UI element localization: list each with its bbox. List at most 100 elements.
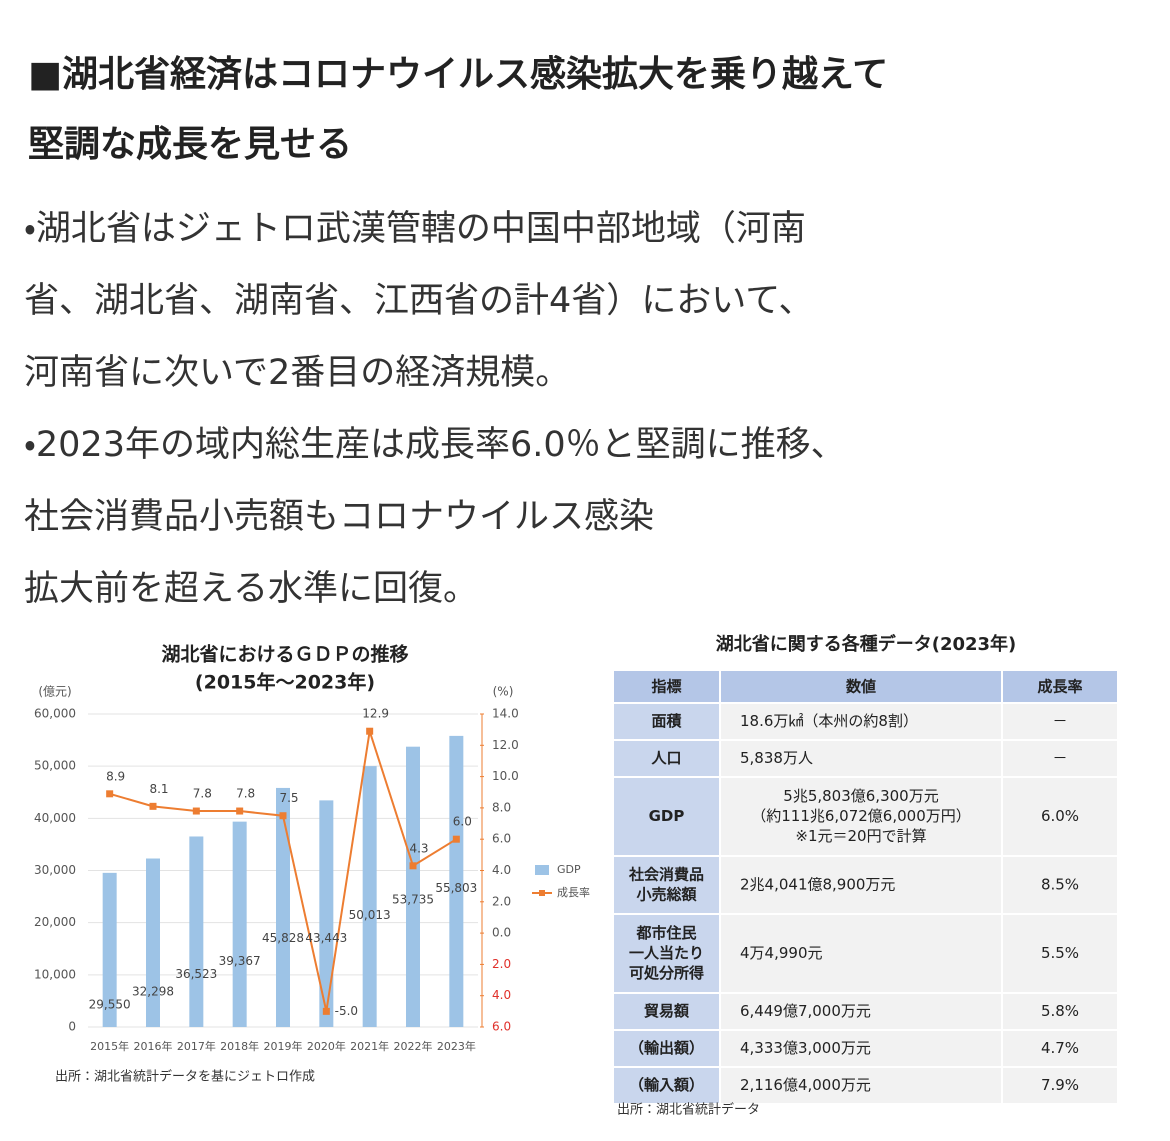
chart-title: 湖北省におけるＧＤＰの推移 [161,643,408,666]
bar-value-label: 39,367 [219,954,261,968]
table-text: 2兆4,041億8,900万元 [740,876,895,894]
y2-tick-label: 2.0 [492,957,511,971]
table-text: 7.9% [1041,1076,1079,1094]
table-text: 6,449億7,000万元 [740,1002,871,1020]
body-line: ・湖北省はジェトロ武漢管轄の中国中部地域（河南 [24,209,806,249]
body-line: 河南省に次いで2番目の経済規模。 [24,353,571,393]
bar [102,872,117,1027]
bar [406,746,420,1027]
bar [146,858,160,1027]
y2-tick-label: 10.0 [492,769,519,783]
x-tick-label: 2017年 [177,1039,216,1053]
line-point [452,835,460,843]
table-cell [719,669,1003,704]
table-header: 数値 [845,678,876,696]
table-cell [719,776,1003,857]
y-tick-label: 50,000 [34,759,76,773]
y2-tick-label: 14.0 [492,707,519,721]
y2-axis-label: (%) [493,685,514,699]
body-line: ・2023年の域内総生産は成長率6.0％と堅調に推移、 [24,425,846,465]
table-text: － [1052,712,1067,730]
chart-source: 出所：湖北省統計データを基にジェトロ作成 [55,1069,315,1085]
table-text: 5.5% [1041,944,1079,962]
table-cell [719,1066,1003,1105]
table-text: － [1052,749,1067,767]
bar-value-label: 55,803 [435,881,477,895]
y-tick-label: 20,000 [34,915,76,929]
table-cell [612,855,721,915]
table-cell [719,739,1003,778]
y-tick-label: 0 [68,1020,76,1034]
table-text: 8.5% [1041,876,1079,894]
bar-value-label: 29,550 [89,997,131,1011]
table-text: 社会消費品 [628,866,704,884]
table-text: GDP [649,807,685,825]
table-text: 18.6万㎢（本州の約8割） [740,712,918,730]
line-value-label: 12.9 [362,707,389,721]
line-value-label: 7.8 [193,787,212,801]
y2-tick-label: 0.0 [492,926,511,940]
table-text: 5.8% [1041,1002,1079,1020]
table-title: 湖北省に関する各種データ(2023年) [716,633,1017,655]
line-value-label: 4.3 [409,841,428,855]
y-tick-label: 60,000 [34,707,76,721]
legend-swatch [535,865,549,875]
x-tick-label: 2020年 [307,1039,346,1053]
line-point [409,862,417,870]
bar-value-label: 45,828 [262,931,304,945]
table-cell [719,992,1003,1031]
table-text: 4万4,990元 [740,944,823,962]
line-point [322,1007,330,1015]
bar-value-label: 32,298 [132,984,174,998]
bar [319,800,334,1027]
x-tick-label: 2023年 [437,1039,476,1053]
legend-label: GDP [557,863,581,876]
table-text: 人口 [650,749,681,767]
x-tick-label: 2015年 [90,1039,129,1053]
table-header: 成長率 [1037,678,1082,696]
table-text: 小売総額 [636,886,697,904]
table-cell [612,702,721,741]
table-cell [1001,855,1119,915]
x-tick-label: 2019年 [264,1039,303,1053]
y2-tick-label: 12.0 [492,738,519,752]
body-line: 省、湖北省、湖南省、江西省の計4省）において、 [24,281,814,321]
line-point [279,812,287,820]
line-value-label: 6.0 [453,815,472,829]
table-cell [1001,702,1119,741]
body-line: 拡大前を超える水準に回復。 [24,569,478,609]
body-line: 社会消費品小売額もコロナウイルス感染 [24,497,655,537]
table-text: 可処分所得 [629,964,704,982]
y2-tick-label: 6.0 [492,1020,511,1034]
y-axis-label: (億元) [38,685,71,699]
legend-swatch [539,890,545,896]
bar-value-label: 43,443 [305,931,347,945]
line-value-label: 8.1 [149,782,168,796]
y2-tick-label: 4.0 [492,988,511,1002]
line-point [106,790,114,798]
chart-title: (2015年～2023年) [195,671,375,694]
bar [189,836,204,1027]
table-text: 貿易額 [644,1002,690,1020]
line-value-label: 7.8 [236,787,255,801]
table-cell [1001,913,1119,994]
heading-line: ■湖北省経済はコロナウイルス感染拡大を乗り越えて [28,54,889,95]
table-cell [612,739,721,778]
line-point [366,727,374,735]
bar-value-label: 36,523 [175,967,217,981]
table-cell [1001,669,1119,704]
table-text: 5兆5,803億6,300万元 [783,787,938,805]
table-text: ※1元＝20円で計算 [795,827,926,845]
y-tick-label: 10,000 [34,967,76,981]
table-text: 5,838万人 [740,749,813,767]
bar-value-label: 50,013 [349,908,391,922]
x-tick-label: 2022年 [394,1039,433,1053]
table-cell [719,855,1003,915]
line-value-label: 7.5 [279,791,298,805]
x-tick-label: 2018年 [220,1039,259,1053]
bar [232,821,247,1027]
line-point [149,802,157,810]
table-text: （輸出額） [629,1039,704,1057]
bar [362,766,377,1027]
